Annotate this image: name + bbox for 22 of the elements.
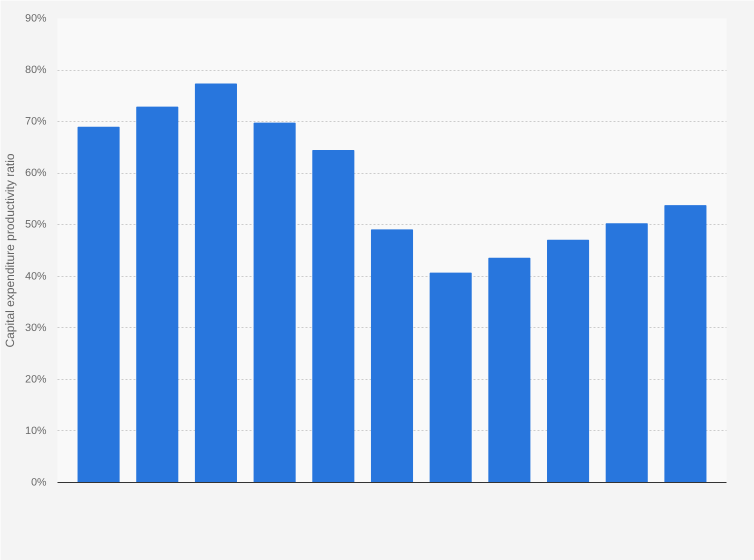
y-tick-label: 90% <box>25 12 48 24</box>
bar <box>78 126 120 482</box>
y-tick-label: 50% <box>25 218 48 231</box>
y-tick-label: 0% <box>31 476 48 488</box>
bar <box>664 205 706 482</box>
y-tick-label: 70% <box>25 116 48 128</box>
y-tick-label: 10% <box>25 424 48 437</box>
y-tick-label: 30% <box>25 322 48 334</box>
bar <box>488 258 530 482</box>
bar <box>194 83 237 482</box>
y-tick-label: 80% <box>25 64 48 76</box>
bar <box>430 272 472 482</box>
bar <box>547 240 590 482</box>
y-tick-label: 40% <box>25 270 48 282</box>
bar <box>606 223 648 482</box>
y-tick-label: 60% <box>25 167 48 180</box>
y-axis-title: Capital expenditure productivity ratio <box>3 153 18 348</box>
bar <box>136 106 178 482</box>
bar <box>312 150 354 482</box>
bar <box>370 229 414 482</box>
bar <box>254 122 296 482</box>
y-tick-label: 20% <box>25 373 48 386</box>
